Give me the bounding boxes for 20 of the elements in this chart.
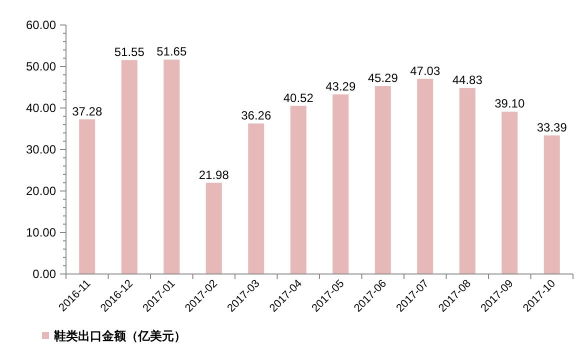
data-label: 21.98 bbox=[198, 168, 230, 182]
y-tick-label: 30.00 bbox=[26, 142, 56, 156]
legend-label: 鞋类出口金额（亿美元） bbox=[53, 329, 186, 343]
y-tick-label: 60.00 bbox=[26, 18, 56, 32]
data-label: 36.26 bbox=[241, 108, 272, 123]
y-tick-label: 40.00 bbox=[26, 101, 56, 115]
data-label: 45.29 bbox=[368, 71, 398, 86]
data-label: 39.10 bbox=[494, 96, 525, 111]
data-label: 43.29 bbox=[326, 79, 356, 94]
data-label: 44.83 bbox=[452, 72, 483, 87]
y-tick-label: 50.00 bbox=[26, 60, 56, 74]
y-tick-label: 10.00 bbox=[26, 226, 56, 240]
data-label: 51.65 bbox=[156, 44, 187, 59]
data-label: 33.39 bbox=[536, 120, 568, 134]
data-label: 40.52 bbox=[283, 90, 314, 105]
y-tick-label: 20.00 bbox=[26, 184, 56, 198]
data-label: 47.03 bbox=[410, 64, 440, 78]
y-tick-label: 0.00 bbox=[32, 267, 56, 281]
data-label: 51.55 bbox=[114, 45, 145, 60]
data-label: 37.28 bbox=[72, 104, 102, 118]
